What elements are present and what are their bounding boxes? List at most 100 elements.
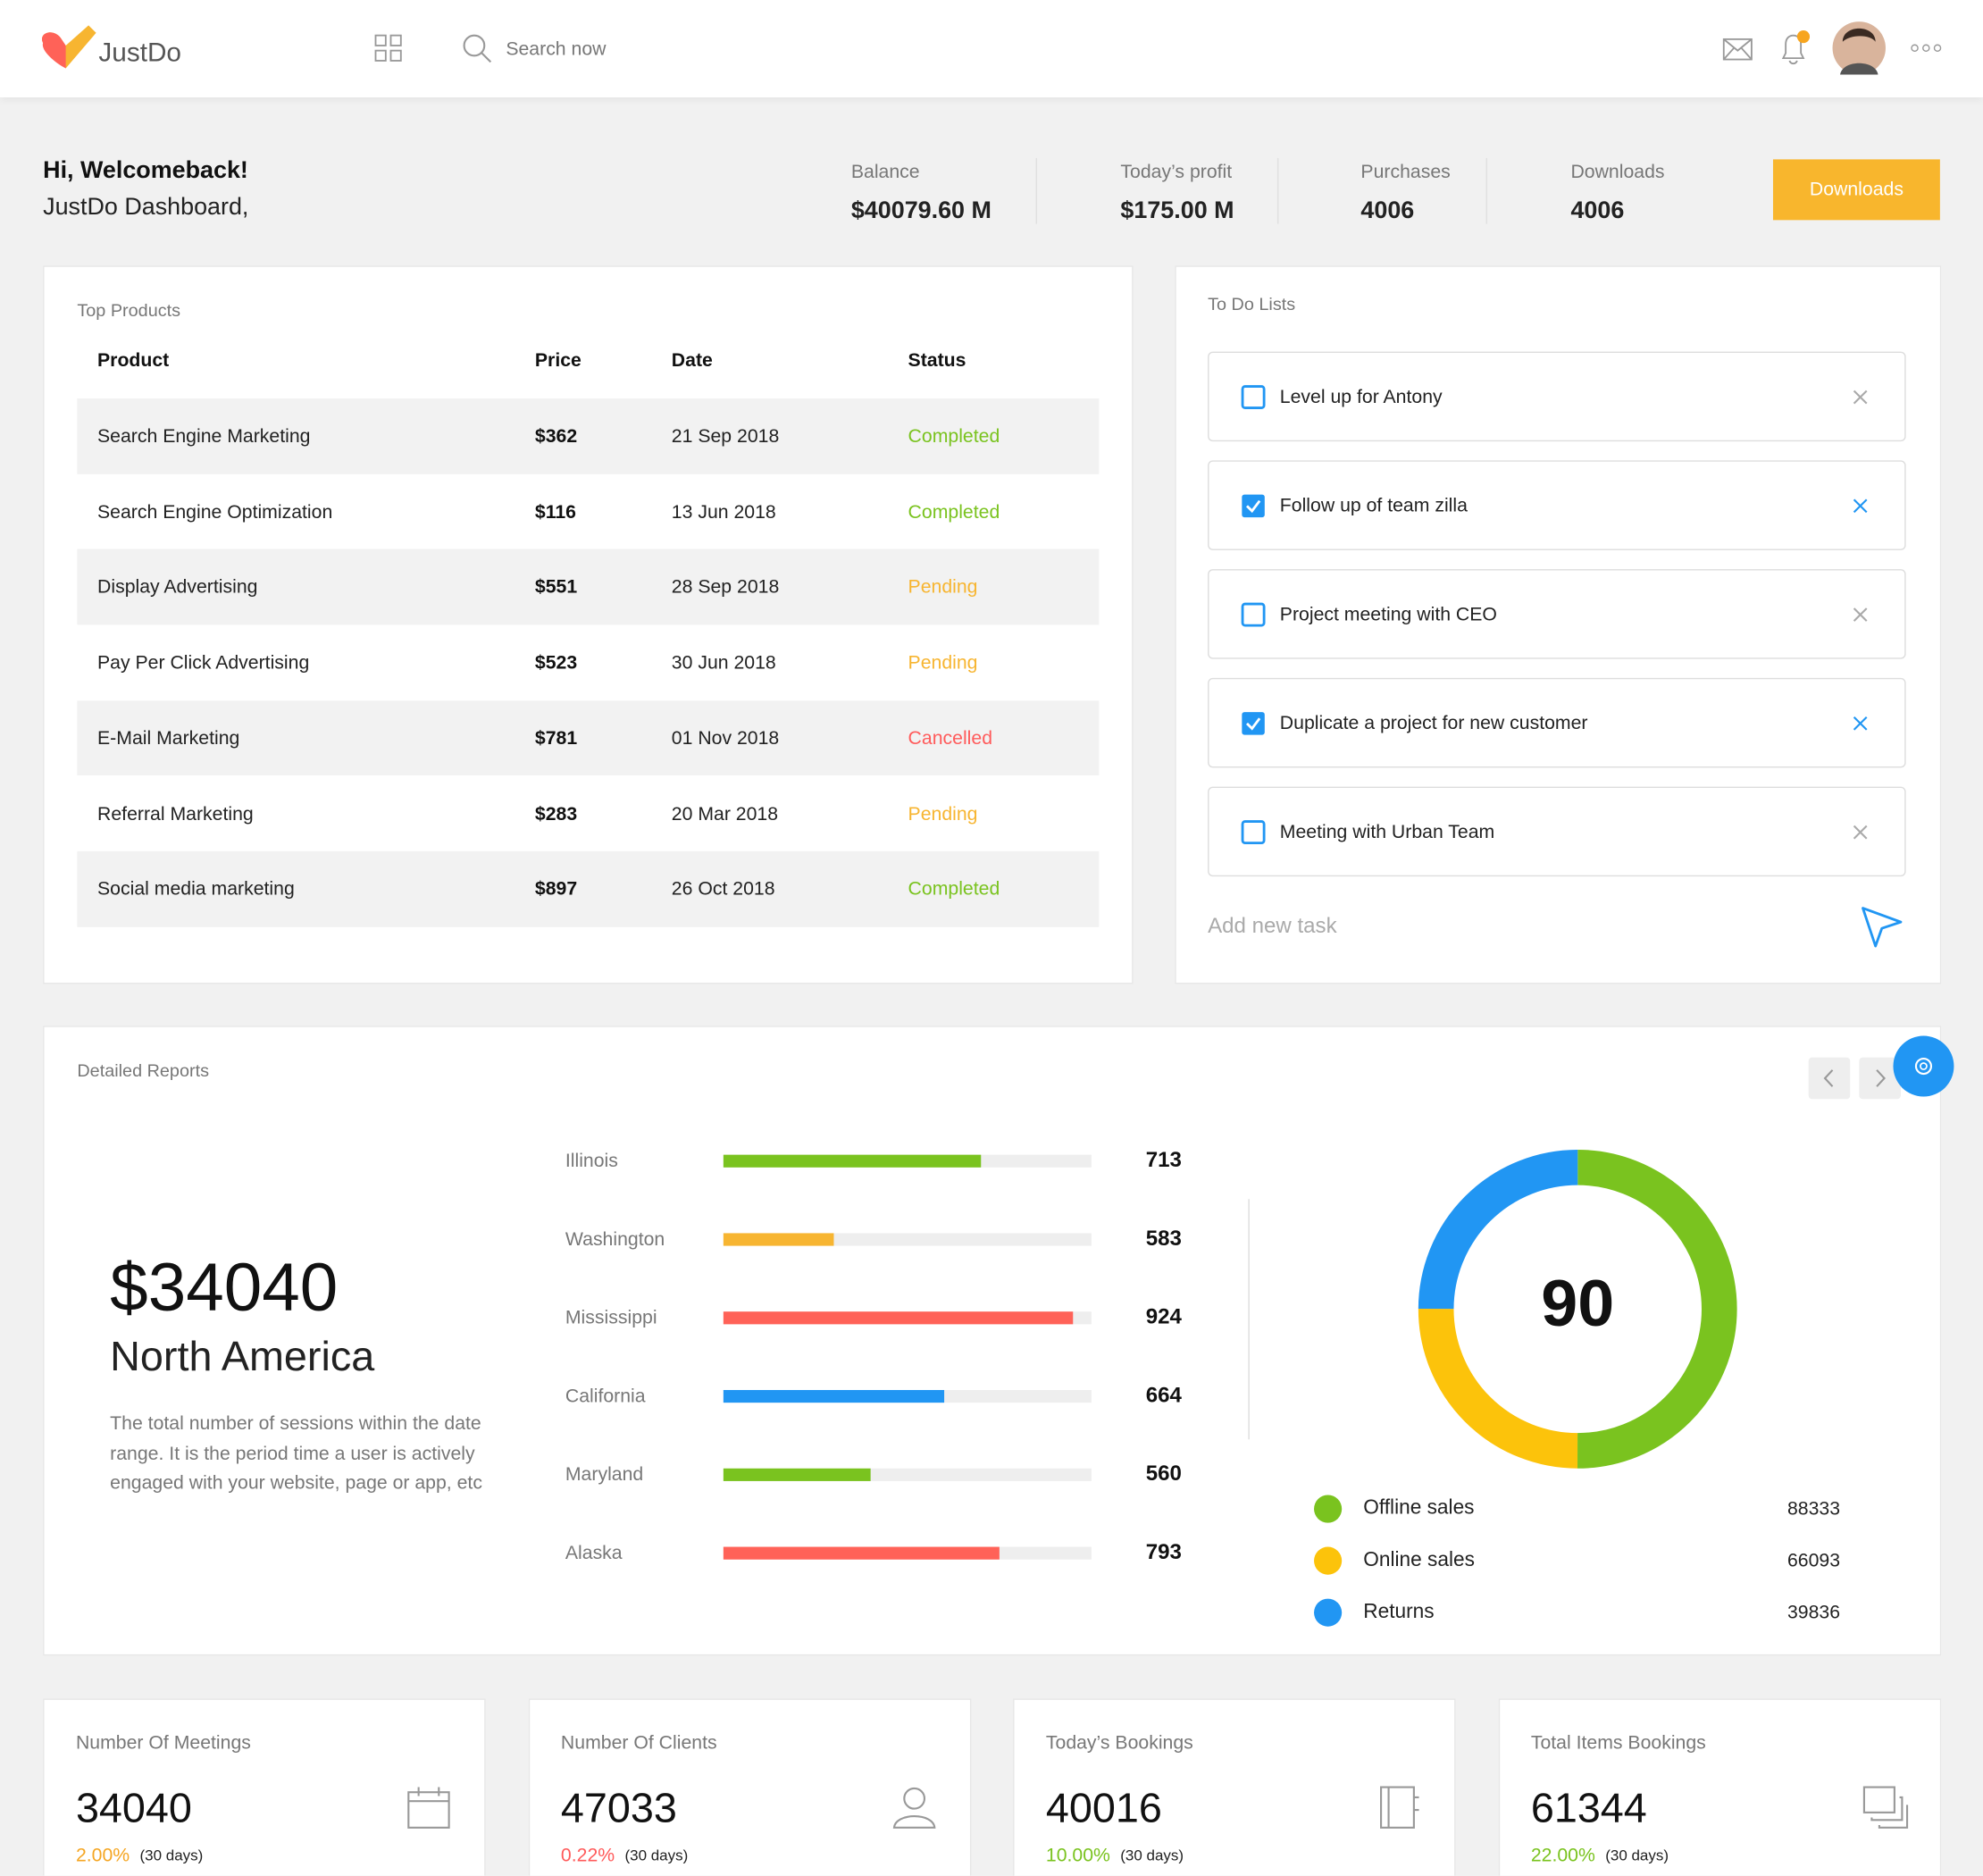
card-value: 34040 bbox=[75, 1784, 192, 1831]
remove-button[interactable] bbox=[1853, 825, 1868, 840]
cell-product: Social media marketing bbox=[97, 878, 295, 900]
stat-divider bbox=[1276, 157, 1279, 224]
card-period: (30 days) bbox=[1605, 1847, 1669, 1864]
cell-status: Pending bbox=[908, 803, 978, 825]
cell-date: 20 Mar 2018 bbox=[671, 803, 779, 825]
report-charts bbox=[723, 1149, 1737, 1627]
bar-label: Washington bbox=[565, 1228, 665, 1251]
report-description: The total number of sessions within the … bbox=[110, 1412, 482, 1495]
stat-label: Downloads bbox=[1570, 161, 1665, 183]
cell-status: Completed bbox=[908, 425, 1000, 448]
summary-card: Total Items Bookings 61344 22.00% (30 days) bbox=[1498, 1698, 1941, 1876]
cell-status: Completed bbox=[908, 500, 1000, 523]
cell-date: 21 Sep 2018 bbox=[671, 425, 780, 448]
cell-status: Pending bbox=[908, 576, 978, 599]
settings-button[interactable] bbox=[1892, 1034, 1955, 1098]
bar-value: 713 bbox=[1145, 1147, 1182, 1172]
bar-fill bbox=[723, 1389, 945, 1403]
cell-product: Display Advertising bbox=[97, 576, 258, 599]
mail-icon[interactable] bbox=[1722, 38, 1753, 61]
download-button[interactable]: Downloads bbox=[1772, 159, 1940, 221]
remove-button[interactable] bbox=[1853, 716, 1868, 731]
card-icon bbox=[892, 1787, 935, 1829]
legend-dot bbox=[1314, 1598, 1343, 1627]
table-row: Search Engine Optimization $116 13 Jun 201… bbox=[77, 473, 1100, 549]
stat-label: Balance bbox=[850, 161, 920, 183]
donut-segment bbox=[1418, 1149, 1737, 1469]
apps-icon[interactable] bbox=[374, 34, 402, 62]
bar-fill bbox=[723, 1233, 834, 1246]
todo-item: Meeting with Urban Team bbox=[1208, 786, 1906, 877]
todo-item: Follow up of team zilla bbox=[1208, 460, 1906, 550]
card-title: Number Of Clients bbox=[560, 1731, 717, 1755]
donut-segment bbox=[1418, 1149, 1737, 1469]
column-header: Product bbox=[97, 349, 170, 372]
remove-button[interactable] bbox=[1853, 498, 1868, 514]
card-value: 47033 bbox=[560, 1784, 677, 1831]
stat-value: $40079.60 M bbox=[850, 197, 992, 225]
stat-divider bbox=[1035, 157, 1037, 224]
legend-name: Online sales bbox=[1363, 1549, 1475, 1571]
bar-label: Maryland bbox=[565, 1463, 644, 1486]
avatar[interactable] bbox=[1832, 21, 1886, 75]
cell-date: 28 Sep 2018 bbox=[671, 576, 780, 599]
bar-value: 924 bbox=[1145, 1304, 1182, 1329]
card-change: 22.00% bbox=[1530, 1844, 1595, 1867]
remove-button[interactable] bbox=[1853, 389, 1868, 405]
download-button-label[interactable]: Downloads bbox=[1809, 179, 1904, 201]
top-bar bbox=[0, 0, 1983, 98]
prev-button[interactable] bbox=[1808, 1057, 1851, 1100]
remove-button[interactable] bbox=[1853, 607, 1868, 623]
cell-product: E-Mail Marketing bbox=[97, 727, 240, 750]
checkbox[interactable] bbox=[1241, 819, 1266, 845]
card-value: 61344 bbox=[1530, 1784, 1647, 1831]
bar-label: Alaska bbox=[565, 1542, 623, 1564]
notification-icon[interactable] bbox=[1778, 28, 1816, 65]
summary-card: Number Of Clients 47033 0.22% (30 days) bbox=[528, 1698, 971, 1876]
donut-center: 90 bbox=[1541, 1267, 1615, 1341]
table-row: Social media marketing $897 26 Oct 2018 Com… bbox=[77, 851, 1100, 927]
todo-text: Project meeting with CEO bbox=[1279, 604, 1497, 626]
card-icon bbox=[407, 1787, 450, 1829]
bar-label: Illinois bbox=[565, 1150, 618, 1172]
logo-text: JustDo bbox=[98, 38, 181, 68]
legend-value: 39836 bbox=[1786, 1602, 1841, 1624]
bar-fill bbox=[723, 1468, 871, 1481]
report-amount: $34040 bbox=[110, 1249, 339, 1326]
search-icon[interactable] bbox=[463, 34, 493, 64]
bar-label: Mississippi bbox=[565, 1307, 657, 1329]
todo-text: Level up for Antony bbox=[1279, 386, 1443, 408]
cell-status: Cancelled bbox=[908, 727, 993, 750]
card-title: To Do Lists bbox=[1208, 293, 1296, 314]
search-input[interactable]: Search now bbox=[506, 38, 607, 61]
legend-name: Offline sales bbox=[1363, 1497, 1475, 1520]
bar-value: 583 bbox=[1145, 1226, 1182, 1251]
table-row: E-Mail Marketing $781 01 Nov 2018 Cancelled bbox=[77, 700, 1100, 776]
summary-card: Number Of Meetings 34040 2.00% (30 days) bbox=[43, 1698, 486, 1876]
checkbox[interactable] bbox=[1241, 493, 1266, 518]
more-icon[interactable] bbox=[1910, 43, 1943, 53]
column-header: Status bbox=[908, 349, 966, 372]
dashboard-subtitle: JustDo Dashboard, bbox=[43, 194, 249, 222]
bar-value: 664 bbox=[1145, 1383, 1182, 1408]
cell-price: $523 bbox=[534, 651, 578, 674]
checkbox[interactable] bbox=[1241, 711, 1266, 736]
report-region: North America bbox=[110, 1332, 375, 1379]
checkbox[interactable] bbox=[1241, 602, 1266, 627]
card-period: (30 days) bbox=[624, 1847, 689, 1864]
next-button[interactable] bbox=[1859, 1057, 1901, 1100]
cell-product: Pay Per Click Advertising bbox=[97, 651, 310, 674]
card-period: (30 days) bbox=[1120, 1847, 1184, 1864]
stat-label: Purchases bbox=[1360, 161, 1451, 183]
stat-value: 4006 bbox=[1570, 197, 1625, 225]
add-task-input[interactable]: Add new task bbox=[1208, 913, 1337, 938]
cell-product: Search Engine Marketing bbox=[97, 425, 311, 448]
send-button[interactable] bbox=[1859, 904, 1904, 950]
cell-product: Search Engine Optimization bbox=[97, 500, 333, 523]
checkbox[interactable] bbox=[1241, 384, 1266, 410]
cell-date: 01 Nov 2018 bbox=[671, 727, 780, 750]
logo-icon bbox=[42, 25, 96, 69]
table-row: Display Advertising $551 28 Sep 2018 Pendin… bbox=[77, 549, 1100, 625]
todo-text: Follow up of team zilla bbox=[1279, 495, 1468, 517]
